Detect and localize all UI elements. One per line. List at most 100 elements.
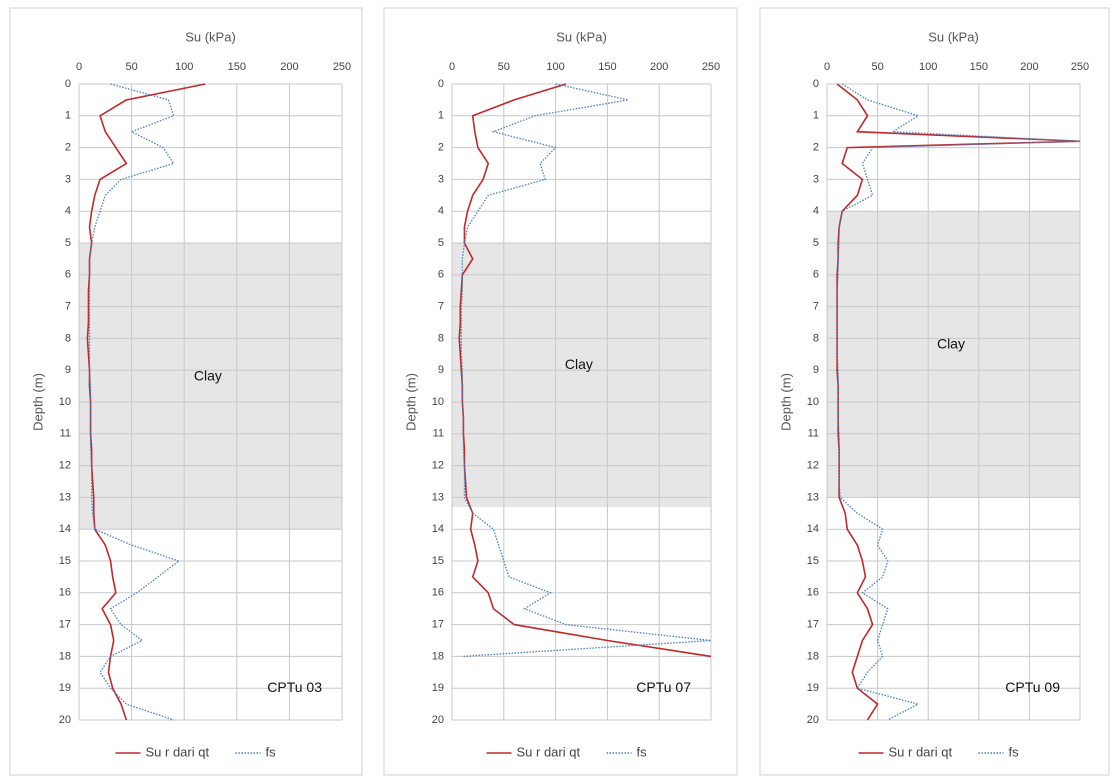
legend-label: fs (637, 744, 648, 759)
y-tick-label: 11 (433, 428, 444, 440)
chart-panel: 0 50 100 150 200 2500123456789101112131415161… (383, 7, 738, 776)
y-tick-label: 17 (59, 619, 71, 631)
y-tick-label: 1 (813, 110, 819, 122)
y-tick-label: 3 (438, 173, 444, 185)
y-tick-label: 8 (65, 332, 71, 344)
x-tick-label: 0 (824, 61, 830, 73)
y-tick-label: 9 (813, 364, 819, 376)
y-tick-label: 1 (65, 110, 71, 122)
annotation: Clay (937, 335, 965, 351)
y-axis-title: Depth (m) (30, 373, 45, 431)
y-tick-label: 16 (59, 587, 71, 599)
x-tick-label: 50 (125, 61, 137, 73)
clay-zone (827, 211, 1080, 498)
y-tick-label: 18 (807, 650, 819, 662)
legend-label: Su r dari qt (146, 744, 210, 759)
x-tick-label: 250 (1071, 61, 1089, 73)
y-tick-label: 8 (813, 332, 819, 344)
y-tick-label: 0 (438, 78, 444, 90)
y-tick-label: 3 (813, 173, 819, 185)
y-tick-label: 17 (807, 619, 819, 631)
y-tick-label: 12 (807, 460, 819, 472)
y-tick-label: 17 (432, 619, 444, 631)
y-tick-label: 7 (65, 301, 71, 313)
y-axis-title: Depth (m) (778, 373, 793, 431)
x-tick-label: 0 (449, 61, 455, 73)
panel-label: CPTu 03 (267, 679, 322, 695)
y-tick-label: 5 (438, 237, 444, 249)
x-tick-label: 50 (498, 61, 510, 73)
y-tick-label: 4 (813, 205, 819, 217)
y-tick-label: 0 (813, 78, 819, 90)
x-tick-label: 100 (175, 61, 193, 73)
x-tick-label: 250 (333, 61, 351, 73)
series-line (836, 83, 1081, 721)
y-tick-label: 19 (807, 682, 819, 694)
y-tick-label: 14 (807, 523, 819, 535)
y-tick-label: 11 (60, 428, 71, 440)
y-tick-label: 2 (438, 142, 444, 154)
x-axis-title: Su (kPa) (185, 29, 236, 44)
x-tick-label: 100 (919, 61, 937, 73)
legend-label: fs (1009, 744, 1020, 759)
y-tick-label: 10 (432, 396, 444, 408)
x-tick-label: 150 (970, 61, 988, 73)
y-tick-label: 15 (59, 555, 71, 567)
x-tick-label: 150 (228, 61, 246, 73)
y-tick-label: 18 (59, 650, 71, 662)
clay-zone (452, 243, 711, 507)
legend-label: fs (266, 744, 277, 759)
y-tick-label: 20 (807, 714, 819, 726)
y-tick-label: 0 (65, 78, 71, 90)
x-axis-title: Su (kPa) (556, 29, 607, 44)
y-tick-label: 3 (65, 173, 71, 185)
legend-label: Su r dari qt (517, 744, 581, 759)
panel-label: CPTu 09 (1005, 679, 1060, 695)
legend-label: Su r dari qt (889, 744, 953, 759)
y-tick-label: 20 (59, 714, 71, 726)
y-tick-label: 7 (438, 301, 444, 313)
y-tick-label: 19 (432, 682, 444, 694)
y-tick-label: 13 (807, 491, 819, 503)
y-tick-label: 14 (59, 523, 71, 535)
y-tick-label: 15 (807, 555, 819, 567)
x-axis-title: Su (kPa) (928, 29, 979, 44)
chart-panel: 0 50 100 150 200 2500123456789101112131415161… (9, 7, 363, 776)
y-tick-label: 14 (432, 523, 444, 535)
y-tick-label: 2 (65, 142, 71, 154)
y-tick-label: 10 (59, 396, 71, 408)
y-tick-label: 8 (438, 332, 444, 344)
y-tick-label: 9 (438, 364, 444, 376)
annotation: Clay (194, 367, 222, 383)
y-tick-label: 4 (438, 205, 444, 217)
y-tick-label: 5 (65, 237, 71, 249)
x-tick-label: 200 (1020, 61, 1038, 73)
y-tick-label: 13 (59, 491, 71, 503)
clay-zone (79, 243, 342, 530)
y-tick-label: 6 (65, 269, 71, 281)
series-line (458, 83, 712, 658)
y-axis-title: Depth (m) (403, 373, 418, 431)
y-tick-label: 6 (438, 269, 444, 281)
y-tick-label: 16 (432, 587, 444, 599)
y-tick-label: 7 (813, 301, 819, 313)
annotation: Clay (565, 356, 593, 372)
x-tick-label: 0 (76, 61, 82, 73)
y-tick-label: 4 (65, 205, 71, 217)
y-tick-label: 12 (59, 460, 71, 472)
x-tick-label: 50 (871, 61, 883, 73)
x-tick-label: 200 (650, 61, 668, 73)
y-tick-label: 18 (432, 650, 444, 662)
y-tick-label: 5 (813, 237, 819, 249)
y-tick-label: 10 (807, 396, 819, 408)
y-tick-label: 20 (432, 714, 444, 726)
y-tick-label: 13 (432, 491, 444, 503)
y-tick-label: 1 (438, 110, 444, 122)
y-tick-label: 16 (807, 587, 819, 599)
y-tick-label: 19 (59, 682, 71, 694)
y-tick-label: 11 (808, 428, 819, 440)
y-tick-label: 9 (65, 364, 71, 376)
y-tick-label: 2 (813, 142, 819, 154)
